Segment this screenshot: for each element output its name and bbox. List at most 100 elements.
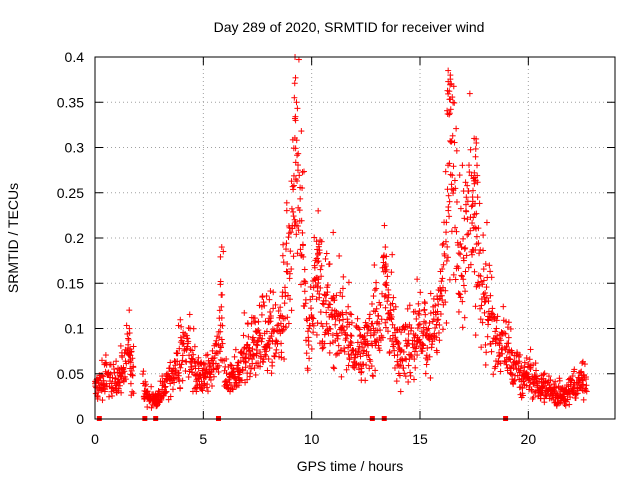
data-point xyxy=(255,359,262,366)
data-point xyxy=(366,315,373,322)
data-point xyxy=(335,342,342,349)
data-point xyxy=(244,376,251,383)
data-point xyxy=(472,153,479,160)
data-point xyxy=(339,311,346,318)
data-point xyxy=(175,322,182,329)
data-point xyxy=(177,364,184,371)
data-point xyxy=(446,96,453,103)
data-point xyxy=(414,352,421,359)
data-point xyxy=(345,351,352,358)
data-point xyxy=(244,320,251,327)
data-point xyxy=(503,318,510,325)
data-point xyxy=(356,326,363,333)
data-point xyxy=(470,214,477,221)
data-point xyxy=(378,316,385,323)
data-point xyxy=(285,292,292,299)
data-point xyxy=(292,218,299,225)
data-point xyxy=(421,306,428,313)
data-point xyxy=(323,320,330,327)
data-point xyxy=(527,366,534,373)
data-point xyxy=(478,344,485,351)
data-point xyxy=(217,328,224,335)
data-point xyxy=(479,319,486,326)
data-point xyxy=(435,316,442,323)
data-point xyxy=(455,265,462,272)
data-point xyxy=(335,332,342,339)
y-tick-label: 0.1 xyxy=(65,321,85,337)
data-point xyxy=(556,377,563,384)
data-point xyxy=(461,314,468,321)
data-point xyxy=(210,373,217,380)
data-point xyxy=(415,321,422,328)
data-point xyxy=(177,385,184,392)
data-point xyxy=(411,376,418,383)
data-point xyxy=(502,358,509,365)
data-point xyxy=(220,248,227,255)
data-point xyxy=(218,336,225,343)
data-point xyxy=(283,199,290,206)
data-point xyxy=(165,396,172,403)
data-point xyxy=(122,376,129,383)
data-point xyxy=(198,378,205,385)
data-point xyxy=(376,347,383,354)
data-point xyxy=(372,308,379,315)
data-point xyxy=(270,289,277,296)
data-point xyxy=(475,225,482,232)
data-point xyxy=(446,213,453,220)
data-point xyxy=(257,349,264,356)
data-point xyxy=(265,355,272,362)
data-point xyxy=(390,294,397,301)
data-point xyxy=(405,378,412,385)
data-point xyxy=(442,168,449,175)
data-point xyxy=(507,370,514,377)
data-point xyxy=(283,240,290,247)
data-point xyxy=(99,397,106,404)
data-point xyxy=(439,284,446,291)
data-point xyxy=(281,356,288,363)
data-point xyxy=(198,385,205,392)
data-point xyxy=(167,393,174,400)
data-point xyxy=(209,347,216,354)
data-point xyxy=(218,314,225,321)
data-point xyxy=(283,324,290,331)
data-point xyxy=(286,270,293,277)
data-point xyxy=(341,348,348,355)
data-point xyxy=(293,99,300,106)
data-point xyxy=(290,253,297,260)
data-point xyxy=(464,182,471,189)
data-point xyxy=(404,305,411,312)
data-point xyxy=(126,346,133,353)
data-point xyxy=(304,367,311,374)
data-point xyxy=(462,179,469,186)
data-point xyxy=(477,305,484,312)
data-point xyxy=(323,309,330,316)
data-point xyxy=(382,319,389,326)
data-point xyxy=(445,203,452,210)
data-point xyxy=(346,356,353,363)
data-point xyxy=(472,200,479,207)
data-point xyxy=(514,350,521,357)
data-point xyxy=(477,316,484,323)
data-point xyxy=(546,382,553,389)
data-point xyxy=(473,233,480,240)
data-point xyxy=(412,308,419,315)
data-point xyxy=(382,261,389,268)
data-point xyxy=(321,340,328,347)
x-tick-label: 10 xyxy=(304,431,320,447)
data-point xyxy=(278,354,285,361)
data-point xyxy=(112,375,119,382)
data-point xyxy=(442,238,449,245)
data-point xyxy=(347,332,354,339)
data-point xyxy=(480,232,487,239)
data-point xyxy=(348,352,355,359)
data-point xyxy=(488,274,495,281)
data-point xyxy=(467,146,474,153)
data-point xyxy=(267,288,274,295)
data-point xyxy=(318,273,325,280)
data-point xyxy=(274,322,281,329)
data-point xyxy=(364,338,371,345)
data-point xyxy=(248,365,255,372)
data-point xyxy=(471,224,478,231)
data-point xyxy=(301,288,308,295)
data-point xyxy=(98,357,105,364)
